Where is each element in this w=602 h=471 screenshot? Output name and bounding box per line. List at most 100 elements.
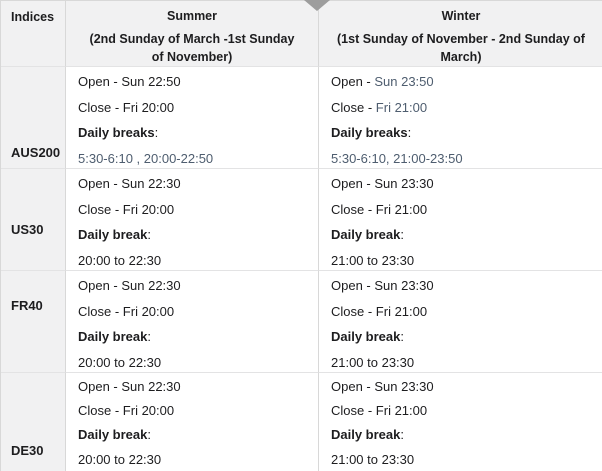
index-label: US30 (11, 222, 44, 237)
break-value-line: 5:30-6:10, 21:00-23:50 (331, 146, 595, 169)
break-colon: : (400, 329, 404, 344)
close-prefix: Close - (331, 99, 376, 115)
break-label-line: Daily break: (78, 423, 310, 447)
open-prefix: Open - (78, 379, 122, 394)
col-header-indices: Indices (1, 1, 66, 67)
break-label: Daily breaks (331, 125, 408, 140)
close-line: Close - Fri 21:00 (331, 299, 595, 325)
index-label: FR40 (11, 298, 43, 313)
open-value: Sun 23:50 (374, 74, 434, 89)
table-header-row: Indices Summer (2nd Sunday of March -1st… (1, 1, 602, 67)
break-value: 20:00 to 22:30 (78, 252, 162, 268)
index-label: AUS200 (11, 145, 61, 160)
break-value: 21:00 to 23:30 (331, 451, 415, 467)
table-row-fr40: FR40 Open - Sun 22:30 Close - Fri 20:00 … (1, 271, 602, 373)
break-label: Daily break (331, 329, 401, 344)
break-value-line: 21:00 to 23:30 (331, 248, 595, 271)
break-colon: : (147, 227, 151, 242)
break-value-line: 20:00 to 22:30 (78, 448, 310, 471)
close-prefix: Close - (78, 99, 123, 115)
open-line: Open - Sun 22:50 (78, 69, 310, 95)
open-prefix: Open - (331, 74, 375, 89)
close-prefix: Close - (331, 303, 376, 319)
open-value: Sun 23:30 (374, 379, 434, 394)
break-label-line: Daily breaks: (331, 120, 595, 146)
close-line: Close - Fri 20:00 (78, 197, 310, 223)
close-prefix: Close - (331, 403, 376, 419)
break-colon: : (400, 427, 404, 443)
break-label: Daily breaks (78, 125, 155, 140)
open-line: Open - Sun 23:30 (331, 375, 595, 399)
open-prefix: Open - (331, 379, 375, 394)
open-prefix: Open - (78, 278, 122, 293)
open-value: Sun 22:30 (121, 176, 181, 191)
open-prefix: Open - (331, 176, 375, 191)
break-colon: : (147, 329, 151, 344)
break-value: 20:00 to 22:30 (78, 354, 162, 370)
break-label-line: Daily breaks: (78, 120, 310, 146)
close-value: Fri 21:00 (375, 99, 428, 115)
table-row-aus200: AUS200 Open - Sun 22:50 Close - Fri 20:0… (1, 67, 602, 169)
break-value: 21:00 to 23:30 (331, 252, 415, 268)
break-label-line: Daily break: (331, 324, 595, 350)
close-value: Fri 20:00 (122, 201, 175, 217)
break-label: Daily break (331, 427, 401, 443)
break-label-line: Daily break: (331, 423, 595, 447)
table-row-de30: DE30 Open - Sun 22:30 Close - Fri 20:00 … (1, 373, 602, 471)
index-label-us30: US30 (1, 169, 66, 271)
break-colon: : (400, 227, 404, 242)
winter-subtitle: (1st Sunday of November - 2nd Sunday of … (337, 32, 585, 64)
close-value: Fri 20:00 (122, 303, 175, 319)
aus200-summer-cell: Open - Sun 22:50 Close - Fri 20:00 Daily… (66, 67, 319, 169)
break-value: 21:00 to 23:30 (331, 354, 415, 370)
open-line: Open - Sun 22:30 (78, 273, 310, 299)
close-prefix: Close - (78, 201, 123, 217)
close-prefix: Close - (78, 403, 123, 419)
break-label: Daily break (331, 227, 401, 242)
col-header-winter: Winter (1st Sunday of November - 2nd Sun… (319, 1, 602, 67)
break-colon: : (154, 125, 159, 140)
break-label-line: Daily break: (78, 222, 310, 248)
break-value-line: 20:00 to 22:30 (78, 248, 310, 271)
col-header-summer: Summer (2nd Sunday of March -1st Sunday … (66, 1, 319, 67)
fr40-winter-cell: Open - Sun 23:30 Close - Fri 21:00 Daily… (319, 271, 602, 373)
close-line: Close - Fri 20:00 (78, 95, 310, 121)
down-triangle-icon (304, 0, 330, 11)
break-colon: : (407, 125, 412, 140)
de30-winter-cell: Open - Sun 23:30 Close - Fri 21:00 Daily… (319, 373, 602, 471)
winter-title: Winter (441, 9, 481, 23)
close-value: Fri 20:00 (122, 403, 175, 419)
open-value: Sun 22:30 (121, 379, 181, 394)
open-prefix: Open - (78, 74, 122, 89)
fr40-summer-cell: Open - Sun 22:30 Close - Fri 20:00 Daily… (66, 271, 319, 373)
close-value: Fri 21:00 (375, 403, 428, 419)
break-label-line: Daily break: (331, 222, 595, 248)
close-value: Fri 21:00 (375, 201, 428, 217)
break-label-line: Daily break: (78, 324, 310, 350)
index-label: DE30 (11, 443, 44, 458)
close-line: Close - Fri 21:00 (331, 197, 595, 223)
close-value: Fri 20:00 (122, 99, 175, 115)
us30-summer-cell: Open - Sun 22:30 Close - Fri 20:00 Daily… (66, 169, 319, 271)
us30-winter-cell: Open - Sun 23:30 Close - Fri 21:00 Daily… (319, 169, 602, 271)
open-line: Open - Sun 23:50 (331, 69, 595, 95)
summer-subtitle: (2nd Sunday of March -1st Sunday of Nove… (89, 32, 295, 64)
index-label-de30: DE30 (1, 373, 66, 471)
index-label-fr40: FR40 (1, 271, 66, 373)
break-value-line: 21:00 to 23:30 (331, 350, 595, 373)
break-label: Daily break (78, 427, 148, 443)
open-prefix: Open - (331, 278, 375, 293)
close-prefix: Close - (331, 201, 376, 217)
open-prefix: Open - (78, 176, 122, 191)
break-value: 5:30-6:10 , 20:00-22:50 (78, 150, 214, 166)
aus200-winter-cell: Open - Sun 23:50 Close - Fri 21:00 Daily… (319, 67, 602, 169)
break-label: Daily break (78, 227, 148, 242)
close-value: Fri 21:00 (375, 303, 428, 319)
break-colon: : (147, 427, 151, 443)
break-value-line: 5:30-6:10 , 20:00-22:50 (78, 146, 310, 169)
open-line: Open - Sun 22:30 (78, 375, 310, 399)
open-value: Sun 23:30 (374, 278, 434, 293)
close-line: Close - Fri 21:00 (331, 95, 595, 121)
close-line: Close - Fri 20:00 (78, 399, 310, 423)
open-line: Open - Sun 23:30 (331, 171, 595, 197)
